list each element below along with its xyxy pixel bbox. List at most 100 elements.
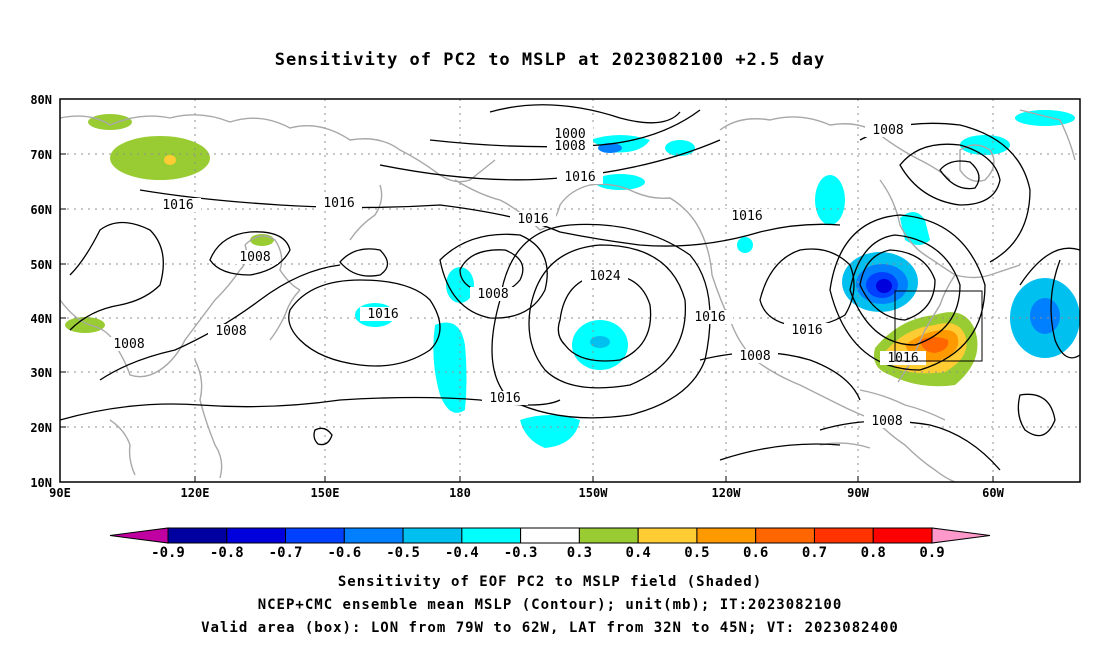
contour-label: 1008	[865, 123, 911, 138]
colorbar-swatch	[226, 527, 287, 544]
colorbar-tick-label: -0.3	[504, 545, 538, 561]
colorbar-tick-label: 0.9	[919, 545, 944, 561]
lon-label: 120W	[712, 486, 742, 500]
svg-text:1016: 1016	[162, 198, 193, 213]
caption-line-3: Valid area (box): LON from 79W to 62W, L…	[201, 620, 899, 636]
colorbar-tick-label: -0.7	[269, 545, 303, 561]
colorbar-tick-label: 0.6	[743, 545, 768, 561]
colorbar-swatch	[461, 527, 522, 544]
contour-label: 1008	[732, 349, 778, 364]
caption-line-1: Sensitivity of EOF PC2 to MSLP field (Sh…	[337, 574, 763, 590]
lat-label: 80N	[30, 93, 52, 107]
lat-label: 70N	[30, 148, 52, 162]
contour-label: 1008	[232, 250, 278, 265]
contour-label: 1024	[582, 269, 628, 284]
lat-label: 60N	[30, 203, 52, 217]
svg-text:1000: 1000	[554, 127, 585, 142]
svg-text:1008: 1008	[554, 139, 585, 154]
contour-label: 1000	[547, 127, 593, 142]
svg-text:1008: 1008	[872, 123, 903, 138]
colorbar-tick-label: -0.4	[445, 545, 479, 561]
contour-label: 1008	[547, 139, 593, 154]
svg-text:1016: 1016	[489, 391, 520, 406]
latitude-labels: 80N 70N 60N 50N 40N 30N 20N 10N	[30, 93, 52, 490]
svg-text:1008: 1008	[1038, 104, 1069, 119]
svg-text:1016: 1016	[323, 196, 354, 211]
contour-label: 1008	[208, 324, 254, 339]
contour-labels: 1000 1008 1016 1016 1016 1016 1008 1016 …	[106, 104, 1074, 429]
colorbar-swatch	[872, 527, 933, 544]
contour-label: 1016	[784, 323, 830, 338]
colorbar: -0.9 -0.8 -0.7 -0.6 -0.5 -0.4 -0.3 0.3 0.4 0.5 0.6…	[109, 527, 991, 561]
svg-text:1016: 1016	[367, 307, 398, 322]
colorbar-tick-label: 0.3	[567, 545, 592, 561]
lat-lon-grid	[60, 99, 1080, 482]
lon-label: 60W	[982, 486, 1004, 500]
lon-label: 90E	[49, 486, 71, 500]
colorbar-swatch	[813, 527, 874, 544]
map-frame	[59, 98, 1081, 483]
svg-text:1016: 1016	[887, 351, 918, 366]
lon-label: 150E	[311, 486, 340, 500]
colorbar-tick-label: 0.5	[684, 545, 709, 561]
svg-text:1008: 1008	[477, 287, 508, 302]
svg-text:1008: 1008	[239, 250, 270, 265]
colorbar-swatch	[520, 527, 580, 544]
lon-label: 90W	[847, 486, 869, 500]
svg-text:1024: 1024	[589, 269, 620, 284]
colorbar-swatch	[285, 527, 345, 544]
contour-label: 1008	[864, 414, 910, 429]
colorbar-tick-label: -0.9	[151, 545, 185, 561]
colorbar-swatch	[578, 527, 639, 544]
colorbar-tick-label: 0.4	[626, 545, 651, 561]
colorbar-arrow-high	[931, 527, 991, 544]
longitude-labels: 90E 120E 150E 180 150W 120W 90W 60W	[49, 486, 1004, 500]
lon-label: 180	[449, 486, 471, 500]
contour-label: 1016	[557, 170, 603, 185]
contour-label: 1016	[880, 351, 926, 366]
contour-label: 1016	[724, 209, 770, 224]
contour-label: 1008	[106, 337, 152, 352]
contour-label: 1016	[687, 310, 733, 325]
contour-label: 1016	[155, 198, 201, 213]
lat-label: 40N	[30, 312, 52, 326]
contour-label: 1016	[482, 391, 528, 406]
lat-label: 30N	[30, 366, 52, 380]
colorbar-tick-label: -0.6	[327, 545, 361, 561]
lat-label: 50N	[30, 258, 52, 272]
colorbar-swatch	[343, 527, 404, 544]
colorbar-tick-label: 0.8	[861, 545, 886, 561]
svg-text:1008: 1008	[871, 414, 902, 429]
svg-text:1016: 1016	[731, 209, 762, 224]
colorbar-tick-label: 0.7	[802, 545, 827, 561]
contour-label: 1016	[360, 307, 406, 322]
colorbar-arrow-low	[109, 527, 169, 544]
contour-label: 1016	[510, 212, 556, 227]
colorbar-tick-label: -0.5	[386, 545, 420, 561]
svg-text:1016: 1016	[791, 323, 822, 338]
colorbar-swatch	[402, 527, 463, 544]
colorbar-swatch	[637, 527, 698, 544]
svg-text:1008: 1008	[113, 337, 144, 352]
svg-text:1008: 1008	[215, 324, 246, 339]
valid-area-box	[894, 290, 983, 362]
axis-ticks	[60, 153, 994, 482]
svg-text:1008: 1008	[739, 349, 770, 364]
colorbar-swatch	[167, 527, 228, 544]
lat-label: 20N	[30, 421, 52, 435]
svg-text:1016: 1016	[694, 310, 725, 325]
colorbar-swatch	[755, 527, 815, 544]
svg-text:1016: 1016	[564, 170, 595, 185]
colorbar-swatch	[696, 527, 757, 544]
colorbar-tick-label: -0.8	[210, 545, 244, 561]
lon-label: 120E	[181, 486, 210, 500]
contour-label: 1008	[470, 287, 516, 302]
contour-label: 1016	[316, 196, 362, 211]
map-title: Sensitivity of PC2 to MSLP at 2023082100…	[274, 50, 826, 70]
coastlines	[59, 109, 1076, 483]
lon-label: 150W	[579, 486, 609, 500]
contour-label: 1008	[1034, 104, 1074, 119]
svg-text:1016: 1016	[517, 212, 548, 227]
caption-line-2: NCEP+CMC ensemble mean MSLP (Contour); u…	[257, 597, 843, 613]
